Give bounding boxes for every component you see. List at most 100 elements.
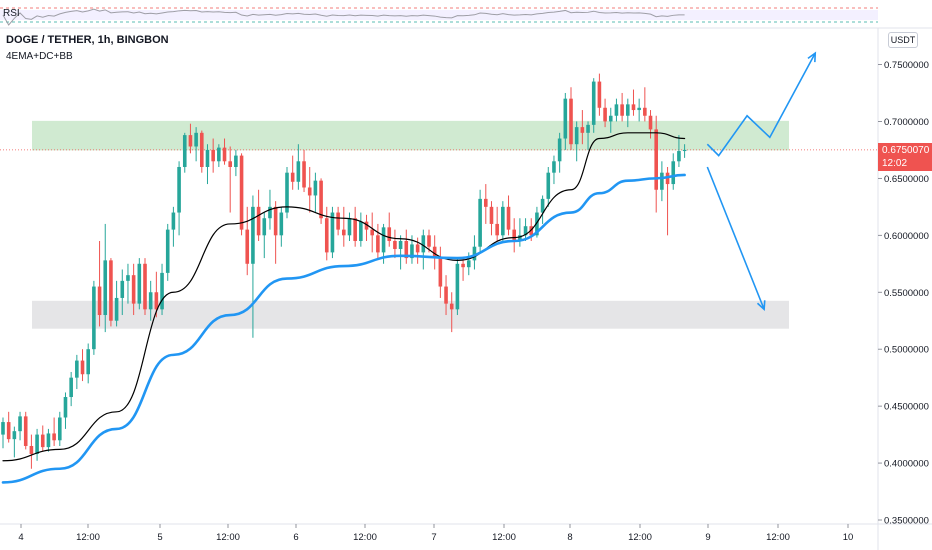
candle-body: [18, 416, 22, 432]
candle-body: [660, 172, 664, 190]
rsi-pane: [0, 7, 932, 29]
candle-body: [205, 149, 210, 167]
candle-body: [290, 172, 295, 182]
candle-body: [591, 81, 596, 125]
projection-arrowhead-2: [756, 300, 766, 312]
candle-body: [75, 360, 79, 378]
candle-body: [194, 132, 198, 147]
price-tick-label: 0.7500000: [884, 60, 929, 71]
bar-countdown: 12:02: [882, 158, 908, 169]
price-axis[interactable]: 0.7500000 0.7000000 0.6500000 0.6000000 0.55…: [878, 60, 929, 527]
last-price-value: 0.6750070: [882, 145, 930, 156]
resistance-zone: [32, 120, 789, 151]
candle-body: [563, 98, 568, 139]
candle-body: [461, 263, 465, 268]
candle-body: [501, 206, 505, 236]
candle-body: [245, 229, 250, 264]
candle-body: [569, 98, 573, 145]
candle-body: [370, 229, 374, 236]
time-tick-label: 9: [705, 532, 710, 543]
candle-body: [80, 360, 85, 375]
candle-body: [251, 206, 255, 264]
candle-body: [177, 166, 181, 213]
candle-body: [217, 147, 221, 162]
candle-body: [63, 397, 68, 418]
rsi-line: [2, 8, 685, 26]
projection-path-1: [706, 52, 816, 157]
currency-button[interactable]: USDT: [888, 32, 918, 48]
candle-body: [86, 349, 90, 375]
candle-body: [393, 241, 397, 249]
time-tick-label: 10: [843, 532, 854, 543]
candle-body: [97, 286, 102, 316]
candle-body: [296, 161, 301, 182]
candle-body: [262, 218, 267, 236]
candle-body: [160, 272, 164, 310]
symbol-title[interactable]: DOGE / TETHER, 1h, BINGBON: [6, 34, 169, 46]
candle-body: [626, 104, 630, 116]
ema-line-2: [1, 173, 686, 484]
candle-body: [23, 416, 28, 446]
candle-body: [455, 263, 460, 310]
candle-body: [279, 212, 284, 236]
projection-path-2: [706, 166, 765, 310]
candle-body: [620, 104, 624, 116]
candle-body: [506, 206, 511, 230]
candle-body: [307, 187, 312, 196]
candle-body: [200, 132, 204, 167]
time-tick-label: 8: [567, 532, 572, 543]
candle-body: [353, 218, 357, 242]
candle-body: [381, 227, 386, 253]
price-tick-label: 0.6000000: [884, 231, 929, 242]
time-tick-label: 12:00: [216, 532, 240, 543]
candle-body: [46, 433, 51, 448]
ema-line-1: [2, 132, 686, 462]
time-tick-label: 7: [431, 532, 436, 543]
candle-body: [484, 198, 488, 207]
candle-body: [234, 155, 238, 167]
candle-body: [495, 223, 499, 236]
candle-body: [6, 422, 11, 440]
candle-body: [523, 226, 528, 236]
candle-body: [472, 246, 477, 261]
candle-body: [586, 124, 590, 133]
candle-body: [285, 172, 289, 213]
candle-body: [648, 115, 653, 130]
candle-body: [131, 275, 136, 304]
candle-body: [256, 206, 261, 236]
candle-body: [35, 434, 39, 454]
time-axis[interactable]: 4 12:00 5 12:00 6 12:00 7 12:00 8 12:00 9 12:00 10: [18, 524, 853, 543]
candle-body: [421, 235, 426, 253]
candle-body: [631, 104, 636, 111]
candle-body: [58, 417, 62, 441]
candle-body: [273, 206, 278, 236]
candle-body: [211, 149, 215, 162]
candle-body: [165, 229, 170, 273]
candle-body: [614, 104, 619, 116]
candle-body: [336, 212, 340, 230]
price-tick-label: 0.4500000: [884, 402, 929, 413]
candle-body: [432, 246, 437, 259]
candle-body: [154, 292, 159, 310]
candle-body: [40, 434, 45, 448]
price-tick-label: 0.5000000: [884, 345, 929, 356]
price-tick-label: 0.7000000: [884, 117, 929, 128]
candle-body: [69, 377, 73, 398]
rsi-background: [0, 10, 878, 20]
candle-body: [103, 260, 108, 316]
projection-arrows-group[interactable]: [706, 51, 817, 312]
candle-body: [120, 280, 125, 298]
candle-body: [580, 127, 585, 133]
candle-body: [324, 218, 329, 253]
time-tick-label: 12:00: [76, 532, 100, 543]
candle-body: [29, 445, 34, 454]
indicator-label[interactable]: 4EMA+DC+BB: [6, 51, 73, 62]
candle-body: [137, 263, 142, 304]
candle-body: [512, 229, 516, 242]
candle-body: [364, 221, 369, 230]
time-tick-label: 12:00: [766, 532, 790, 543]
rsi-label[interactable]: RSI: [3, 8, 20, 19]
candle-body: [126, 275, 130, 281]
candle-body: [654, 129, 658, 190]
